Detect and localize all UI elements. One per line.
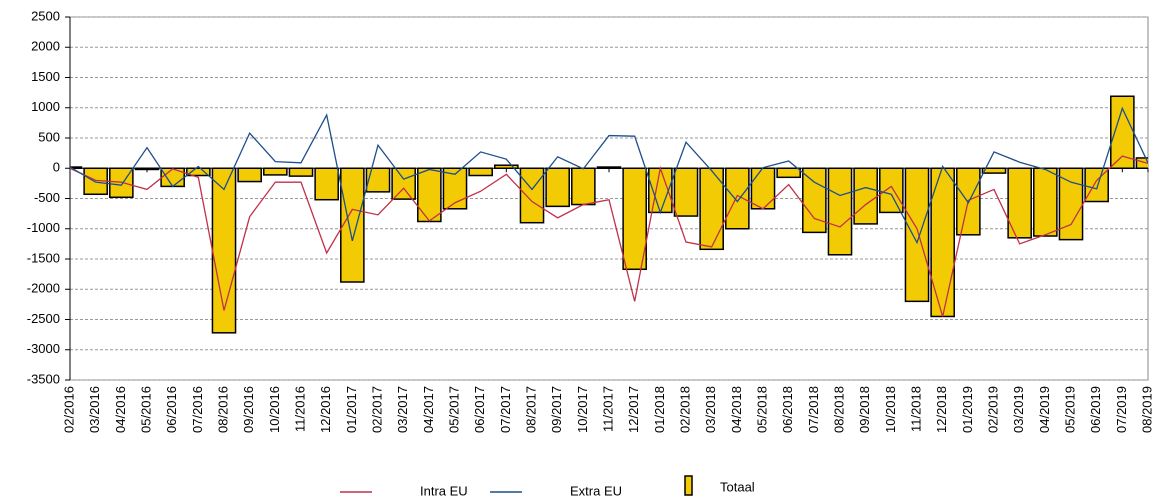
x-tick-label: 05/2018 [754,386,769,433]
bar [391,167,416,200]
x-tick-label: 08/2017 [523,386,538,433]
x-tick-label: 12/2016 [318,386,333,433]
bar [1084,167,1109,203]
legend-label: Extra EU [570,483,622,498]
y-tick-label: 1500 [31,69,60,84]
x-tick-label: 01/2017 [344,386,359,433]
x-tick-label: 02/2017 [369,386,384,433]
bar [1007,167,1032,239]
bar [827,167,853,256]
x-tick-label: 02/2019 [985,386,1000,433]
bar [879,167,904,214]
x-tick-label: 08/2016 [215,386,230,433]
x-tick-label: 07/2019 [1114,386,1129,433]
bar [596,166,622,169]
y-tick-label: -2500 [27,311,60,326]
y-tick-label: -500 [34,190,60,205]
x-tick-label: 09/2017 [549,386,564,433]
bar [853,167,878,225]
x-tick-label: 04/2018 [729,386,744,433]
y-tick-label: 2000 [31,39,60,54]
x-tick-label: 05/2016 [138,386,153,433]
bar [237,167,262,183]
x-tick-label: 01/2018 [652,386,667,433]
x-tick-label: 06/2016 [164,386,179,433]
bar [468,167,493,177]
bar [340,167,365,283]
bar [365,167,391,193]
x-tick-label: 02/2016 [61,386,76,433]
bar [314,167,339,201]
y-tick-label: -3000 [27,341,60,356]
x-tick-label: 09/2016 [241,386,256,433]
bar [186,167,211,177]
x-tick-label: 10/2017 [575,386,590,433]
x-tick-label: 03/2019 [1011,386,1026,433]
legend-swatch [684,475,693,496]
x-tick-label: 10/2018 [883,386,898,433]
y-tick-label: -3500 [27,371,60,386]
legend-label: Totaal [720,479,755,494]
bar [699,167,724,251]
y-tick-label: 1000 [31,99,60,114]
bar [1058,167,1084,241]
bar [545,167,570,208]
x-tick-label: 08/2019 [1139,386,1154,433]
bar [673,167,699,217]
bar [1135,157,1148,169]
x-tick-label: 04/2016 [113,386,128,433]
bar [981,167,1007,174]
bar [904,167,930,303]
x-tick-label: 09/2018 [857,386,872,433]
y-tick-label: 0 [53,160,60,175]
legend-label: Intra EU [420,483,468,498]
x-tick-label: 11/2017 [600,386,615,432]
y-tick-label: 2500 [31,8,60,23]
x-tick-label: 03/2016 [87,386,102,433]
bar [776,167,801,179]
x-tick-label: 05/2017 [446,386,461,433]
y-tick-label: -2000 [27,281,60,296]
x-tick-label: 03/2017 [395,386,410,433]
bar [288,167,314,177]
x-tick-label: 11/2018 [908,386,923,432]
line [70,106,1148,245]
x-tick-label: 10/2016 [267,386,282,433]
x-tick-label: 06/2019 [1088,386,1103,433]
y-tick-label: 500 [38,129,60,144]
x-tick-label: 12/2018 [934,386,949,433]
y-tick-label: -1000 [27,220,60,235]
bar [1033,167,1058,237]
x-tick-label: 06/2018 [780,386,795,433]
bar [417,167,442,223]
bar [263,167,288,176]
bar [519,167,545,224]
x-tick-label: 06/2017 [472,386,487,433]
x-tick-label: 02/2018 [677,386,692,433]
x-tick-label: 11/2016 [292,386,307,432]
x-tick-label: 12/2017 [626,386,641,433]
x-tick-label: 01/2019 [960,386,975,433]
bar [571,167,596,206]
bar [750,167,776,210]
x-tick-label: 08/2018 [831,386,846,433]
x-tick-label: 04/2019 [1037,386,1052,433]
x-tick-label: 04/2017 [421,386,436,433]
y-tick-label: -1500 [27,250,60,265]
x-tick-label: 07/2017 [498,386,513,433]
bar [802,167,827,234]
bar [494,164,519,170]
bar [442,167,468,210]
x-tick-label: 07/2018 [806,386,821,433]
x-tick-label: 05/2019 [1062,386,1077,433]
x-tick-label: 03/2018 [703,386,718,433]
line [70,155,1148,317]
bar [622,167,647,271]
bar [725,167,750,230]
x-tick-label: 07/2016 [190,386,205,433]
bar [134,167,160,171]
